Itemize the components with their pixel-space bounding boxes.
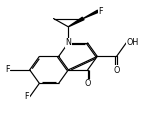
Text: F: F: [5, 65, 10, 74]
Polygon shape: [83, 10, 99, 19]
Polygon shape: [68, 17, 84, 27]
Text: O: O: [113, 66, 120, 75]
Text: OH: OH: [127, 38, 139, 47]
Text: O: O: [84, 79, 91, 88]
Text: N: N: [65, 38, 71, 47]
Text: F: F: [99, 7, 103, 16]
Text: F: F: [25, 92, 29, 101]
